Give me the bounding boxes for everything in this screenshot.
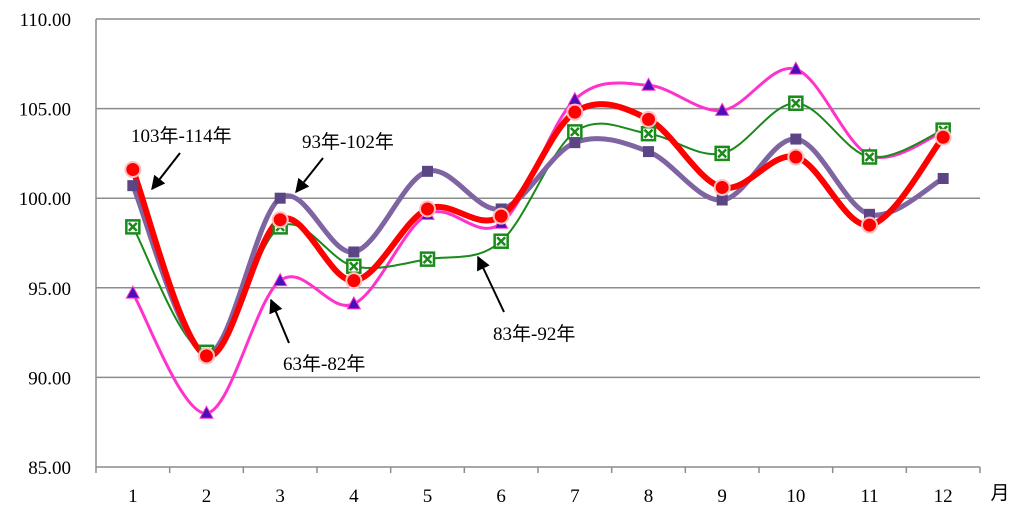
x-tick-label: 12	[934, 486, 953, 505]
annotation-label-103-114: 103年-114年	[131, 125, 232, 147]
series-line-63-82	[131, 66, 945, 415]
x-tick-label: 9	[717, 486, 727, 505]
data-point-63-82-10	[788, 61, 804, 75]
series-line-103-114	[129, 101, 947, 359]
data-point-63-82-4	[346, 295, 362, 310]
data-point-83-92-5	[419, 251, 436, 267]
annotation-arrow-63-82	[269, 298, 290, 344]
annotation-arrow-103-114	[151, 152, 181, 191]
data-point-103-114-7	[566, 103, 584, 121]
data-point-103-114-4	[345, 272, 363, 290]
y-tick-label: 110.00	[19, 10, 71, 31]
data-point-83-92-8	[640, 125, 657, 142]
data-point-93-102-1	[127, 180, 139, 192]
y-tick-label: 85.00	[28, 458, 71, 479]
data-point-93-102-7	[569, 137, 581, 149]
annotation-arrow-83-92	[477, 255, 505, 313]
data-point-103-114-11	[861, 216, 878, 234]
data-point-83-92-1	[125, 219, 141, 235]
data-point-103-114-5	[419, 200, 436, 218]
annotation-label-63-82: 63年-82年	[283, 353, 365, 375]
data-point-83-92-9	[714, 145, 730, 162]
x-tick-label: 10	[786, 486, 805, 505]
annotation-label-93-102: 93年-102年	[302, 131, 394, 153]
x-tick-label: 5	[423, 486, 433, 505]
data-point-103-114-12	[934, 128, 952, 146]
x-tick-label: 11	[860, 486, 878, 505]
data-point-63-82-2	[199, 405, 214, 419]
annotations: 103年-114年 93年-102年 63年-82年 83年-92年	[131, 125, 575, 375]
data-point-103-114-9	[713, 178, 731, 196]
data-point-93-102-5	[422, 165, 433, 177]
series-lines	[129, 66, 947, 415]
series-markers	[124, 61, 952, 419]
data-point-103-114-3	[271, 211, 289, 229]
data-point-93-102-11	[864, 208, 875, 220]
annotation-arrow-93-102	[295, 157, 324, 194]
data-point-63-82-8	[641, 77, 656, 91]
series-line-93-102	[130, 136, 946, 357]
x-tick-label: 2	[202, 486, 212, 505]
data-point-93-102-10	[790, 133, 802, 145]
x-tick-label: 7	[570, 486, 580, 505]
data-point-83-92-10	[788, 95, 804, 111]
y-tick-label: 100.00	[19, 189, 71, 210]
x-tick-label: 4	[349, 486, 359, 505]
data-point-83-92-11	[861, 149, 878, 165]
data-point-93-102-9	[716, 194, 728, 206]
x-tick-label: 8	[644, 486, 654, 505]
data-point-103-114-2	[198, 347, 215, 365]
data-point-63-82-9	[714, 102, 730, 116]
data-point-83-92-7	[567, 124, 583, 140]
data-point-93-102-12	[937, 172, 949, 184]
data-point-93-102-3	[274, 192, 286, 204]
x-axis-label: 月	[990, 483, 1009, 504]
data-point-103-114-6	[492, 207, 510, 225]
data-point-93-102-4	[348, 246, 360, 258]
data-point-103-114-8	[640, 110, 657, 128]
data-point-63-82-3	[272, 272, 288, 287]
y-tick-label: 90.00	[28, 368, 71, 389]
y-tick-label: 105.00	[19, 100, 71, 121]
data-point-63-82-1	[125, 285, 141, 299]
x-tick-label: 3	[275, 486, 285, 505]
data-point-83-92-6	[493, 233, 509, 249]
data-point-83-92-4	[346, 258, 362, 275]
y-tick-label: 95.00	[28, 279, 71, 300]
x-tick-label: 6	[496, 486, 506, 505]
x-tick-label: 1	[128, 486, 138, 505]
series-line-83-92	[131, 102, 945, 354]
data-point-93-102-8	[643, 146, 654, 158]
data-point-103-114-1	[124, 161, 142, 179]
data-point-103-114-10	[787, 148, 805, 166]
annotation-label-83-92: 83年-92年	[493, 323, 575, 345]
